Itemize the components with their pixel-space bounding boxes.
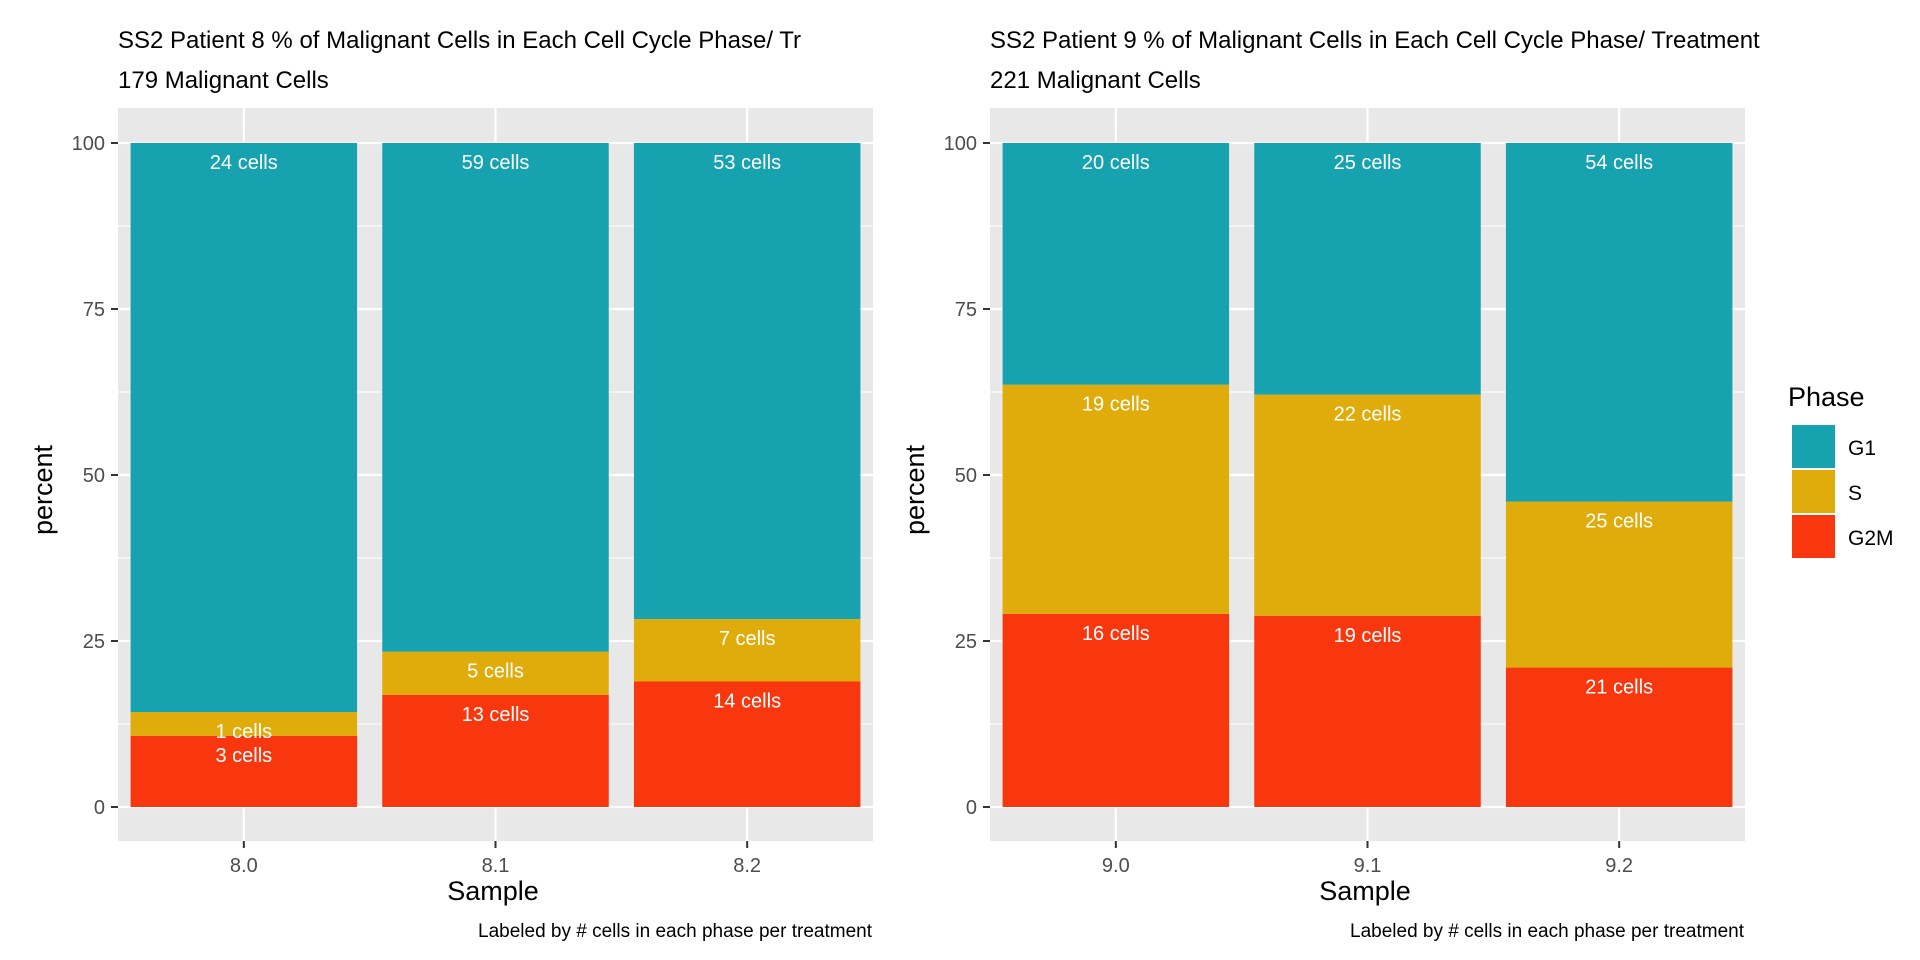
- chart2-data-label-s-9-0: 19 cells: [1082, 394, 1150, 416]
- legend-key-g2m: [1792, 515, 1835, 558]
- chart2-data-label-g2m-9-1: 19 cells: [1334, 625, 1402, 647]
- chart1-bar-g2m-8-1: [382, 694, 609, 807]
- chart1-bar-g1-8-1: [382, 143, 609, 652]
- chart1-data-label-g1-8-0: 24 cells: [210, 152, 278, 174]
- legend: Phase G1 S G2M: [1788, 382, 1894, 558]
- chart2-data-label-g2m-9-0: 16 cells: [1082, 623, 1150, 645]
- chart1-data-label-s-8-0: 1 cells: [215, 721, 272, 743]
- chart2-bar-g1-9-0: [1002, 143, 1230, 385]
- chart2-x-tick-label: 9.2: [1605, 855, 1633, 877]
- chart1-bar-s-8-0: [130, 712, 358, 736]
- chart2-xlabel: Sample: [1319, 876, 1411, 906]
- chart2-bar-g1-9-1: [1254, 143, 1481, 395]
- chart1-title: SS2 Patient 8 % of Malignant Cells in Ea…: [118, 27, 801, 54]
- chart2-data-label-s-9-2: 25 cells: [1585, 511, 1653, 533]
- chart2-y-tick-label: 25: [955, 631, 977, 653]
- legend-key-g1: [1792, 425, 1835, 468]
- chart1-data-label-g1-8-1: 59 cells: [462, 152, 530, 174]
- chart1-bar-g1-8-0: [130, 143, 358, 713]
- chart2-y-tick-label: 75: [955, 299, 977, 321]
- chart1-subtitle: 179 Malignant Cells: [118, 67, 329, 94]
- chart1-data-label-g2m-8-2: 14 cells: [713, 691, 781, 713]
- chart1-x-tick-label: 8.0: [230, 855, 258, 877]
- chart2-data-label-g1-9-1: 25 cells: [1334, 152, 1402, 174]
- chart1-data-label-g2m-8-1: 13 cells: [462, 704, 530, 726]
- chart2-y-tick-label: 50: [955, 465, 977, 487]
- chart1-xlabel: Sample: [447, 876, 539, 906]
- chart1-data-label-g2m-8-0: 3 cells: [215, 745, 272, 767]
- chart2-y-tick-label: 0: [966, 797, 977, 819]
- chart2-title: SS2 Patient 9 % of Malignant Cells in Ea…: [990, 27, 1760, 54]
- chart1-ylabel: percent: [28, 444, 58, 535]
- chart1-bar-g2m-8-0: [130, 735, 358, 807]
- chart1-bar-g2m-8-2: [633, 681, 861, 807]
- chart2-bar-g2m-9-2: [1505, 667, 1733, 807]
- chart1-y-tick-label: 100: [72, 133, 105, 155]
- chart1-y-tick-label: 25: [83, 631, 105, 653]
- chart2-subtitle: 221 Malignant Cells: [990, 67, 1201, 94]
- chart1-data-label-g1-8-2: 53 cells: [713, 152, 781, 174]
- chart1-bar-s-8-2: [633, 619, 861, 682]
- chart2-data-label-g2m-9-2: 21 cells: [1585, 677, 1653, 699]
- chart2-bar-g2m-9-1: [1254, 615, 1481, 807]
- chart2-ylabel: percent: [900, 444, 930, 535]
- chart2-caption: Labeled by # cells in each phase per tre…: [1350, 921, 1745, 942]
- chart1-x-tick-label: 8.2: [733, 855, 761, 877]
- chart2-data-label-s-9-1: 22 cells: [1334, 404, 1402, 426]
- chart2-bar-s-9-1: [1254, 394, 1481, 616]
- chart1-caption: Labeled by # cells in each phase per tre…: [478, 921, 873, 942]
- chart2-bar-g2m-9-0: [1002, 613, 1230, 807]
- chart2-bar-g1-9-2: [1505, 143, 1733, 502]
- chart2-x-tick-label: 9.0: [1102, 855, 1130, 877]
- chart2-data-label-g1-9-0: 20 cells: [1082, 152, 1150, 174]
- chart2-data-label-g1-9-2: 54 cells: [1585, 152, 1653, 174]
- legend-label-s: S: [1848, 482, 1862, 505]
- legend-title: Phase: [1788, 382, 1865, 412]
- chart1-data-label-s-8-1: 5 cells: [467, 661, 524, 683]
- chart2-bar-s-9-0: [1002, 384, 1230, 614]
- chart1-bar-g1-8-2: [633, 143, 861, 620]
- legend-key-s: [1792, 470, 1835, 513]
- legend-label-g1: G1: [1848, 437, 1876, 460]
- chart1-y-tick-label: 75: [83, 299, 105, 321]
- legend-label-g2m: G2M: [1848, 527, 1894, 550]
- chart1-y-tick-label: 0: [94, 797, 105, 819]
- chart2-x-tick-label: 9.1: [1354, 855, 1382, 877]
- chart1-x-tick-label: 8.1: [482, 855, 510, 877]
- chart1-bar-s-8-1: [382, 651, 609, 695]
- chart1-y-tick-label: 50: [83, 465, 105, 487]
- chart2-bar-s-9-2: [1505, 501, 1733, 668]
- chart2-y-tick-label: 100: [944, 133, 977, 155]
- chart2-plot-area: 16 cells 19 cells 20 cells 19 cells 22 cells…: [944, 108, 1745, 877]
- chart1-data-label-s-8-2: 7 cells: [719, 628, 776, 650]
